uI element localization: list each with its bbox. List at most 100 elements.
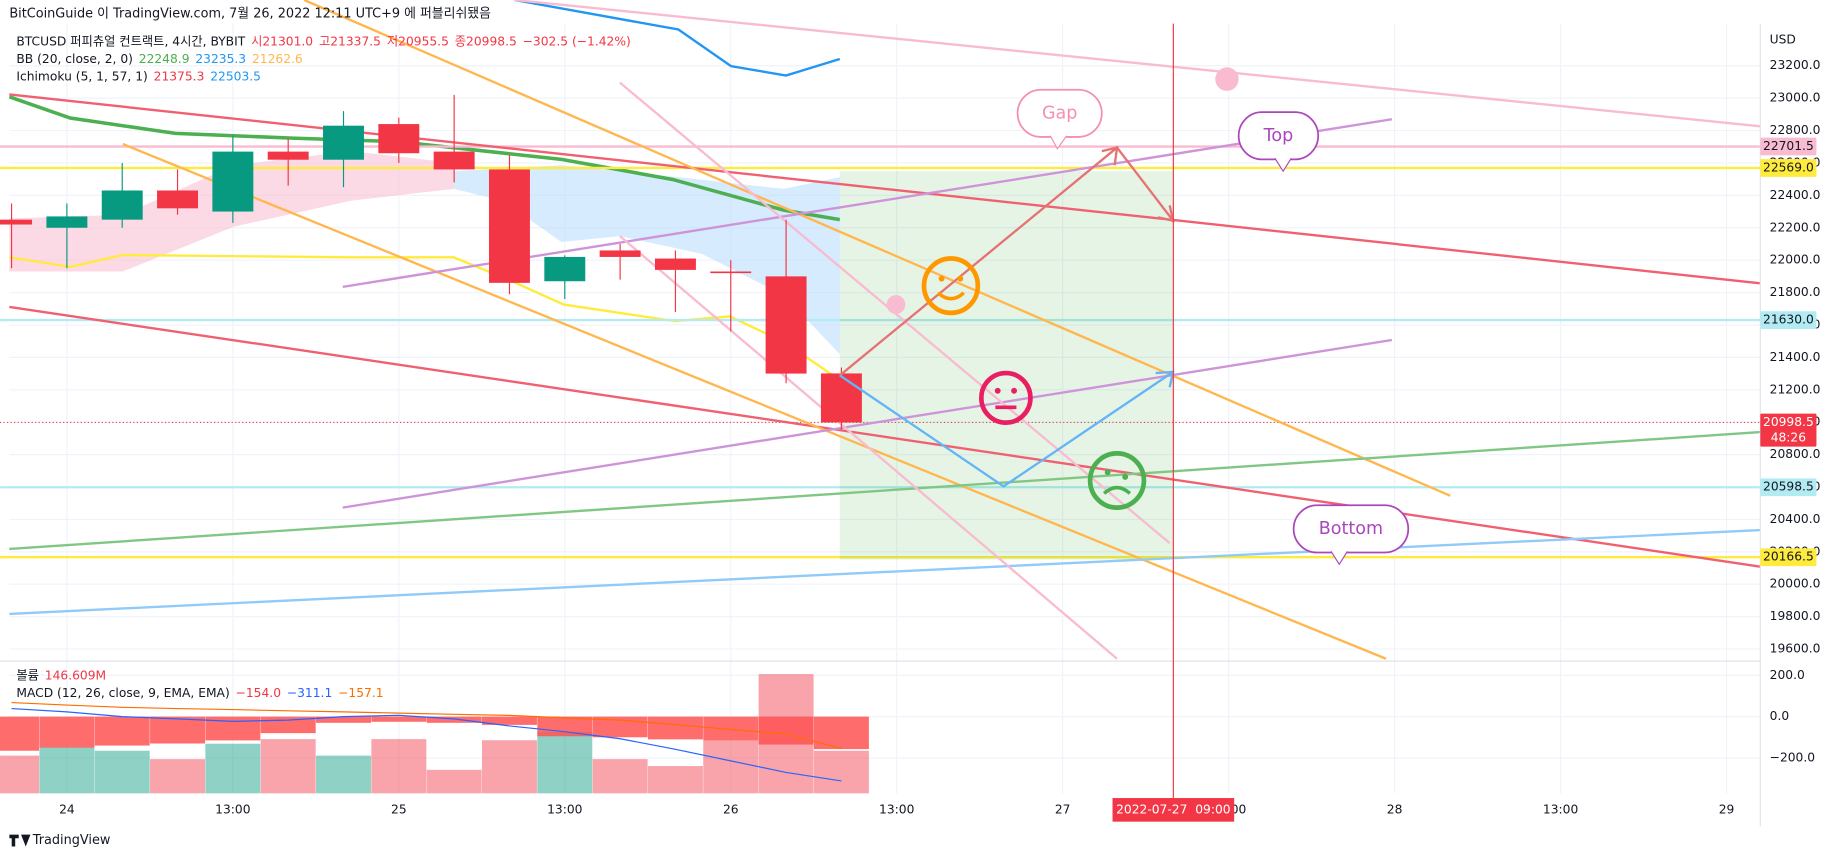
macd-pane — [0, 674, 869, 794]
volume-bar — [647, 766, 703, 794]
candle-body — [544, 256, 586, 282]
volume-bar — [39, 747, 95, 794]
legend-item: MACD (12, 26, close, 9, EMA, EMA) — [16, 685, 229, 699]
y-tick-label: 21200.0 — [1770, 382, 1821, 396]
trend-line — [9, 528, 1761, 616]
candle-body — [212, 151, 254, 212]
y-tick-label: 19800.0 — [1770, 609, 1821, 623]
legend-item: −302.5 (−1.42%) — [523, 34, 631, 48]
price-label: 22569.0 — [1763, 160, 1814, 174]
ichimoku-cloud-blue — [453, 165, 840, 355]
legend-item: −154.0 — [236, 685, 282, 699]
countdown: 48:26 — [1771, 430, 1807, 444]
y-tick-label: 21800.0 — [1770, 285, 1821, 299]
volume-bar — [813, 750, 869, 794]
volume-bar — [205, 743, 261, 794]
candle-body — [433, 151, 475, 170]
x-tick-label: 24 — [59, 802, 75, 816]
y-tick-label: 22000.0 — [1770, 253, 1821, 267]
macd-histogram-bar — [537, 716, 593, 737]
legend-line: BB (20, close, 2, 0) 22248.9 23235.3 21262.… — [16, 51, 302, 65]
macd-histogram-bar — [481, 716, 537, 725]
macd-histogram-bar — [371, 716, 427, 722]
candle-body — [820, 373, 862, 423]
candle-body — [267, 151, 309, 160]
candle-body — [323, 125, 364, 160]
levels — [0, 145, 1761, 559]
macd-macd-line — [11, 707, 842, 782]
x-tick-label: 13:00 — [547, 802, 583, 816]
footer-text: TradingView — [32, 833, 111, 848]
trend-line — [514, 0, 1761, 128]
volume-bar — [94, 750, 150, 794]
candle-body — [46, 216, 88, 228]
candle-body — [157, 190, 199, 209]
y-tick-label: 0.0 — [1770, 709, 1790, 723]
legend-item: 22248.9 — [139, 51, 190, 65]
crosshair-box — [1112, 798, 1235, 822]
bubble-bottom: Bottom — [1292, 504, 1410, 566]
volume-bar — [426, 769, 482, 794]
x-tick-label: 29 — [1719, 802, 1735, 816]
macd-histogram-bar — [205, 716, 261, 741]
y-tick-label: −200.0 — [1770, 750, 1816, 764]
legend-item: BB (20, close, 2, 0) — [16, 51, 133, 65]
macd-histogram-bar — [0, 716, 40, 751]
volume-bar — [537, 731, 593, 794]
candle-body — [765, 276, 807, 374]
y-tick-label: 22400.0 — [1770, 188, 1821, 202]
legend-item: 21375.3 — [154, 69, 205, 83]
x-tick-label: 13:00 — [879, 802, 915, 816]
trend-line — [342, 338, 1393, 509]
macd-histogram-bar — [39, 716, 95, 748]
candle-body — [710, 271, 752, 274]
macd-histogram-bar — [316, 716, 371, 723]
price-label: 22701.5 — [1763, 139, 1814, 153]
legend-item: 볼륨 — [16, 668, 39, 682]
price-label-box — [1760, 413, 1817, 447]
legend: BTCUSD 퍼피츄얼 컨트랙트, 4시간, BYBIT 시21301.0 고213… — [16, 34, 630, 700]
trend-line — [303, 0, 1451, 497]
annotation: Bottom — [1319, 519, 1383, 539]
x-tick-label: 13:00 — [1543, 802, 1579, 816]
macd-histogram-bar — [703, 716, 759, 741]
macd-histogram-bar — [94, 716, 150, 746]
legend-item: BTCUSD 퍼피츄얼 컨트랙트, 4시간, BYBIT — [16, 34, 245, 48]
trend-line — [9, 430, 1761, 551]
arrow-path — [839, 370, 1174, 488]
price-label-box — [1760, 548, 1817, 567]
y-tick-label: 200.0 — [1770, 668, 1805, 682]
trend-line — [619, 235, 1118, 660]
price-label-box — [1760, 311, 1817, 329]
legend-item: 146.609M — [45, 668, 106, 682]
volume-bar — [150, 759, 206, 794]
macd-histogram-bar — [813, 716, 869, 750]
legend-item: 시21301.0 — [251, 34, 313, 48]
volume-bar — [371, 739, 427, 794]
publisher: BitCoinGuide 이 TradingView.com, 7월 26, 2… — [9, 7, 491, 22]
price-label-box — [1760, 478, 1817, 497]
trend-line — [9, 305, 1761, 568]
x-tick-label: 27 — [1055, 802, 1071, 816]
bb-upper — [514, 0, 841, 77]
x-tick-label: 28 — [1387, 802, 1403, 816]
price-label-box — [1760, 137, 1817, 156]
candle-body — [599, 250, 641, 257]
grid — [9, 23, 1761, 794]
legend-item: −311.1 — [287, 685, 332, 699]
macd-histogram-bar — [426, 716, 482, 723]
x-tick-label: 26 — [723, 802, 739, 816]
volume-bar — [316, 755, 371, 794]
emoji-sad — [1087, 450, 1147, 511]
legend-item: Ichimoku (5, 1, 57, 1) — [16, 69, 147, 83]
y-tick-label: 20800.0 — [1770, 447, 1821, 461]
y-tick-label: 20400.0 — [1770, 512, 1821, 526]
legend-item: −157.1 — [338, 685, 383, 699]
macd-signal-line — [11, 701, 842, 750]
candle-body — [101, 190, 143, 220]
price-label: 21630.0 — [1763, 313, 1814, 327]
legend-line: MACD (12, 26, close, 9, EMA, EMA) −154.0−… — [16, 685, 383, 699]
